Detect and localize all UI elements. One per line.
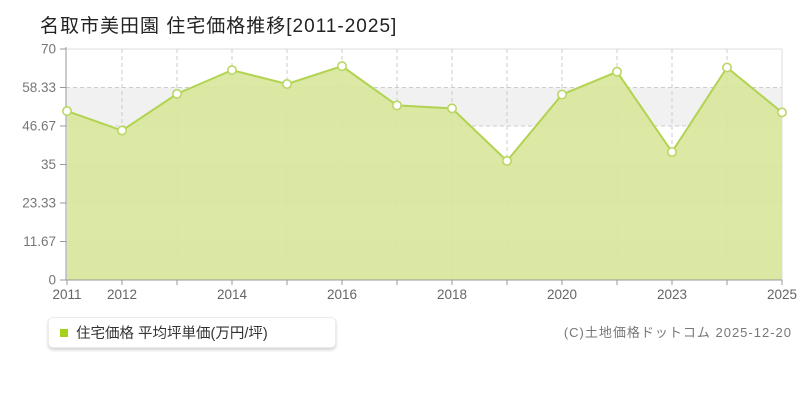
data-point-marker[interactable] [117,125,128,136]
series-marker-icon [60,328,68,337]
plot-band [66,49,782,88]
data-point-marker[interactable] [721,62,732,73]
x-tick-label: 2016 [327,287,357,302]
area-series [67,66,782,280]
page-title: 名取市美田園 住宅価格推移[2011-2025] [40,16,398,37]
legend: 住宅価格 平均坪単価(万円/坪) [48,317,336,348]
data-point-marker[interactable] [666,146,677,157]
x-tick-label: 2012 [107,287,137,302]
price-chart: 0 11.67 23.33 35 46.67 58.33 70 2011 2012 2014 201… [22,42,797,303]
data-point-marker[interactable] [61,106,72,117]
x-tick-label: 2014 [217,287,248,302]
y-tick-label: 11.67 [23,234,56,249]
data-point-marker[interactable] [391,100,402,111]
data-point-marker[interactable] [446,103,457,114]
x-tick-label: 2018 [437,287,467,302]
x-tick-label: 2020 [547,287,577,302]
copyright-text: (C)土地価格ドットコム 2025-12-20 [563,325,792,340]
y-tick-label: 0 [48,273,56,288]
x-tick-label: 2025 [767,287,797,302]
y-tick-label: 58.33 [22,80,56,95]
x-tick-label: 2011 [52,287,81,302]
data-point-marker[interactable] [172,88,183,99]
data-points [61,61,787,166]
data-point-marker[interactable] [336,61,347,72]
data-point-marker[interactable] [776,107,787,118]
y-tick-label: 23.33 [22,196,56,211]
data-point-marker[interactable] [501,155,512,166]
data-point-marker[interactable] [281,78,292,89]
x-tick-label: 2023 [657,287,687,302]
series-line [66,65,783,163]
data-point-marker[interactable] [611,66,622,77]
y-tick-label: 46.67 [22,118,56,133]
axis-ticks [60,48,783,285]
legend-label: 住宅価格 平均坪単価(万円/坪) [76,326,268,342]
y-tick-label: 35 [41,157,56,172]
data-point-marker[interactable] [227,65,238,76]
data-point-marker[interactable] [556,89,567,100]
y-tick-label: 70 [41,42,56,57]
